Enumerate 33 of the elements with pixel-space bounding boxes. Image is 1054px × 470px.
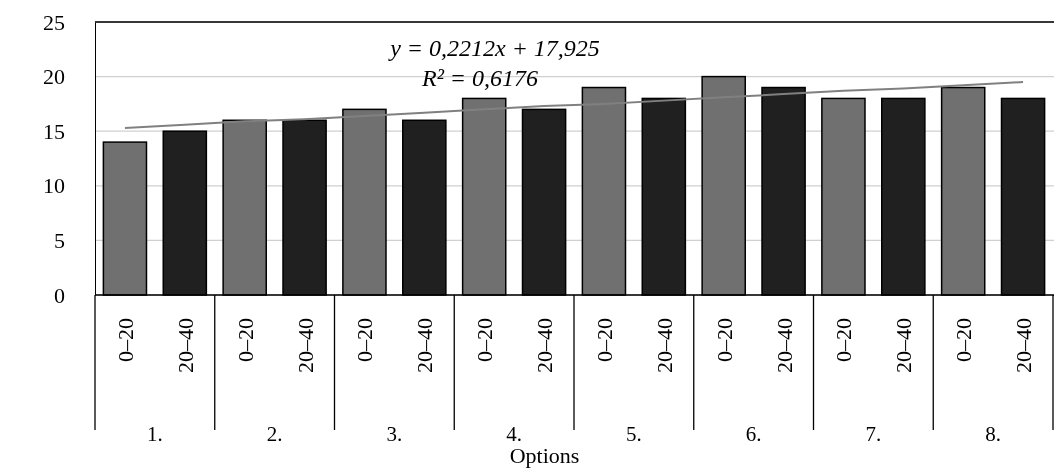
- y-tick-label: 15: [43, 118, 65, 144]
- text: 7.: [865, 422, 882, 446]
- x-tick-label: 0–20: [232, 318, 258, 362]
- y-tick-label: 20: [43, 64, 65, 90]
- y-tick-label: 5: [54, 227, 65, 253]
- y-tick-label: 25: [43, 9, 65, 35]
- text: 6.: [745, 422, 762, 446]
- x-tick-label: 0–20: [711, 318, 737, 362]
- x-axis-title: Options: [509, 443, 580, 468]
- x-tick-label: 20–40: [891, 318, 917, 373]
- x-tick-label: 0–20: [831, 318, 857, 362]
- text: 1.: [147, 422, 163, 446]
- x-tick-label: 20–40: [1011, 318, 1037, 373]
- x-tick-label: 0–20: [472, 318, 498, 362]
- x-tick-label: 20–40: [172, 318, 198, 373]
- x-tick-label: 0–20: [591, 318, 617, 362]
- x-tick-label: 20–40: [532, 318, 558, 373]
- text: 3.: [386, 422, 403, 446]
- x-tick-label: 20–40: [412, 318, 438, 373]
- x-tick-label: 20–40: [651, 318, 677, 373]
- x-tick-label: 0–20: [352, 318, 378, 362]
- text: 2.: [266, 422, 283, 446]
- x-tick-label: 0–20: [112, 318, 138, 362]
- y-tick-label: 0: [54, 282, 65, 308]
- annotation: y = 0,2212x + 17,925: [388, 35, 600, 61]
- y-tick-label: 10: [43, 173, 65, 199]
- text: 8.: [985, 422, 1001, 446]
- text: 5.: [626, 422, 642, 446]
- x-tick-label: 20–40: [771, 318, 797, 373]
- x-tick-label: 0–20: [951, 318, 977, 362]
- x-tick-label: 20–40: [292, 318, 318, 373]
- annotation: R² = 0,6176: [420, 65, 539, 91]
- text: 4.: [506, 422, 522, 446]
